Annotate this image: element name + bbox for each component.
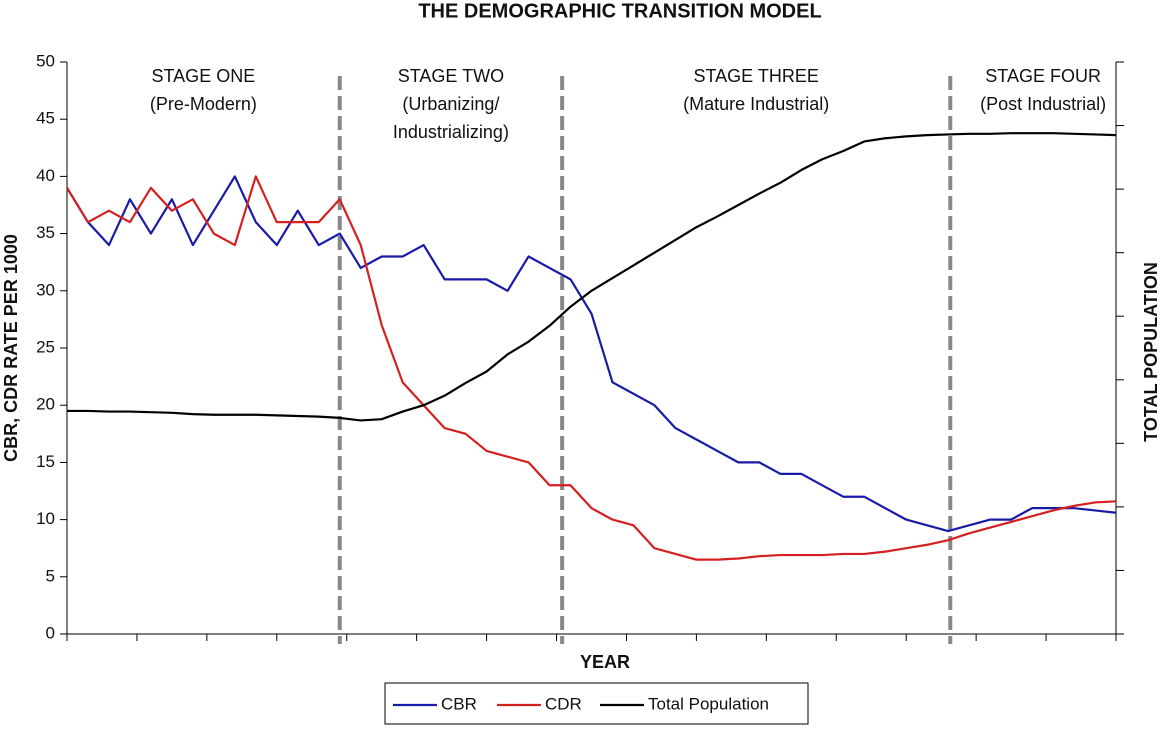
y-tick-label: 5 bbox=[46, 566, 55, 585]
stage-label: STAGE TWO bbox=[398, 66, 504, 86]
stage-sublabel: Industrializing) bbox=[393, 122, 509, 142]
y-tick-label: 30 bbox=[36, 280, 55, 299]
y2-axis-title: TOTAL POPULATION bbox=[1141, 262, 1161, 442]
series-line bbox=[66, 175, 1117, 561]
legend-box bbox=[384, 682, 809, 725]
stage-label: STAGE ONE bbox=[152, 66, 256, 86]
stage-sublabel: (Post Industrial) bbox=[980, 94, 1106, 114]
y-tick-label: 20 bbox=[36, 395, 55, 414]
series-line bbox=[66, 175, 1117, 533]
y-tick-label: 50 bbox=[36, 51, 55, 70]
stage-label: STAGE THREE bbox=[694, 66, 819, 86]
stage-label: STAGE FOUR bbox=[985, 66, 1101, 86]
y-tick-label: 45 bbox=[36, 109, 55, 128]
series-line bbox=[67, 132, 1117, 422]
y-tick-label: 15 bbox=[36, 452, 55, 471]
legend-label: CBR bbox=[441, 694, 477, 713]
legend-label: CDR bbox=[545, 694, 582, 713]
x-axis-title: YEAR bbox=[580, 652, 630, 672]
y-axis-title: CBR, CDR RATE PER 1000 bbox=[1, 234, 21, 462]
y-tick-label: 0 bbox=[46, 623, 55, 642]
stage-sublabel: (Urbanizing/ bbox=[402, 94, 499, 114]
y-tick-label: 10 bbox=[36, 509, 55, 528]
stage-sublabel: (Pre-Modern) bbox=[150, 94, 257, 114]
y-tick-label: 35 bbox=[36, 223, 55, 242]
chart-title: THE DEMOGRAPHIC TRANSITION MODEL bbox=[418, 0, 821, 22]
y-tick-label: 25 bbox=[36, 337, 55, 356]
legend-label: Total Population bbox=[648, 694, 769, 713]
y-tick-label: 40 bbox=[36, 166, 55, 185]
stage-sublabel: (Mature Industrial) bbox=[683, 94, 829, 114]
